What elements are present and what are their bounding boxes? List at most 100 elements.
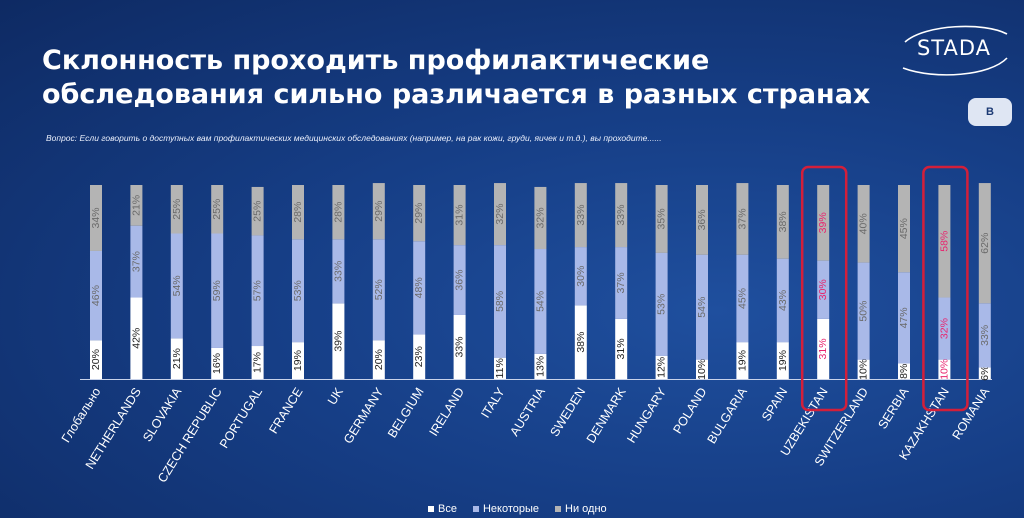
legend-swatch-some <box>472 506 479 512</box>
data-label-austria-some: 54% <box>534 291 546 312</box>
bar-глобально-none <box>90 185 102 251</box>
data-label-sweden-all: 38% <box>575 332 587 353</box>
bar-italy-some <box>494 245 506 358</box>
stada-logo-text: STADA <box>916 36 992 60</box>
legend-label-some: Некоторые <box>482 503 540 515</box>
data-label-ireland-none: 31% <box>454 205 466 226</box>
bar-switzerland-some <box>857 262 870 360</box>
data-label-belgium-some: 48% <box>413 277 425 298</box>
data-label-kazakhstan-some: 32% <box>938 318 950 339</box>
bar-slovakia-none <box>170 185 183 234</box>
data-label-hungary-some: 53% <box>656 294 668 315</box>
tick-label-france: FRANCE <box>266 385 305 436</box>
page-title: Склонность проходить профилактические об… <box>42 44 902 112</box>
legend-item-none: Ни одно <box>555 503 607 515</box>
bar-belgium-none <box>413 185 426 242</box>
tick-label-spain: SPAIN <box>759 385 790 423</box>
tick-label-belgium: BELGIUM <box>385 385 427 440</box>
bar-germany-all <box>372 340 385 379</box>
data-label-italy-some: 58% <box>494 291 506 312</box>
data-label-belgium-all: 23% <box>413 346 425 367</box>
data-label-switzerland-some: 50% <box>858 301 870 322</box>
tick-label-глобально: Глобально <box>59 385 104 445</box>
legend-label-none: Ни одно <box>565 503 607 515</box>
bar-czech-republic-all <box>211 347 224 379</box>
data-label-germany-all: 20% <box>373 349 385 370</box>
data-label-poland-none: 36% <box>696 209 708 230</box>
bar-italy-all <box>494 357 506 379</box>
data-label-slovakia-none: 25% <box>171 199 183 220</box>
highlight-box-uzbekistan <box>800 165 848 412</box>
bar-hungary-all <box>655 355 668 379</box>
data-label-poland-some: 54% <box>696 297 708 318</box>
tick-label-bulgaria: BULGARIA <box>705 385 751 447</box>
bar-austria-all <box>534 353 547 379</box>
bar-slovakia-some <box>170 233 183 339</box>
legend-swatch-none <box>555 506 562 512</box>
bar-denmark-some <box>615 247 628 319</box>
bar-netherlands-some <box>130 225 143 298</box>
data-label-bulgaria-some: 45% <box>736 288 748 309</box>
bar-poland-none <box>696 185 708 255</box>
data-label-spain-some: 43% <box>777 290 789 311</box>
bar-italy-none <box>494 183 506 246</box>
bar-serbia-some <box>898 272 910 364</box>
data-label-глобально-some: 46% <box>90 285 102 306</box>
bar-hungary-some <box>655 252 668 356</box>
bar-uzbekistan-all <box>817 318 830 379</box>
survey-question: Вопрос: Если говорить о доступных вам пр… <box>46 133 662 143</box>
tick-label-germany: GERMANY <box>341 385 387 447</box>
bar-switzerland-all <box>857 359 870 379</box>
bar-portugal-some <box>251 235 264 347</box>
tick-label-austria: AUSTRIA <box>507 385 548 439</box>
bar-belgium-all <box>413 334 426 379</box>
data-label-portugal-none: 25% <box>252 201 264 222</box>
data-label-italy-none: 32% <box>494 204 506 225</box>
tick-label-denmark: DENMARK <box>584 385 629 446</box>
data-label-serbia-all: 8% <box>898 364 910 379</box>
bar-kazakhstan-all <box>938 359 951 379</box>
data-label-bulgaria-none: 37% <box>736 208 748 229</box>
data-label-france-all: 19% <box>292 350 304 371</box>
bar-uk-some <box>332 239 345 304</box>
data-label-italy-all: 11% <box>494 358 506 378</box>
data-label-spain-none: 38% <box>777 211 789 232</box>
data-label-uzbekistan-none: 39% <box>817 212 829 233</box>
bar-sweden-some <box>574 247 587 306</box>
bar-netherlands-none <box>130 185 143 226</box>
data-label-czech-republic-all: 16% <box>211 353 223 374</box>
bar-germany-some <box>372 239 385 341</box>
bar-uzbekistan-some <box>817 260 830 319</box>
bar-czech-republic-none <box>211 185 224 234</box>
data-label-denmark-none: 33% <box>615 205 627 226</box>
bar-uzbekistan-none <box>817 185 830 261</box>
bar-france-some <box>292 239 304 343</box>
bar-bulgaria-all <box>736 342 749 379</box>
data-label-romania-all: 6% <box>979 366 991 381</box>
bar-serbia-all <box>898 363 910 379</box>
bar-france-all <box>292 342 304 379</box>
bar-portugal-none <box>251 186 264 236</box>
data-label-romania-some: 33% <box>979 325 991 346</box>
bar-poland-all <box>696 359 708 379</box>
bar-romania-none <box>978 183 991 304</box>
data-label-uk-none: 28% <box>332 202 344 223</box>
chart-legend: Все Некоторые Ни одно <box>428 503 607 515</box>
data-label-austria-all: 13% <box>534 356 546 377</box>
tick-label-ireland: IRELAND <box>427 385 468 438</box>
b-badge[interactable]: B <box>968 98 1012 126</box>
bar-ireland-all <box>453 314 466 379</box>
legend-swatch-all <box>428 506 434 512</box>
data-label-глобально-none: 34% <box>90 207 102 228</box>
data-label-france-some: 53% <box>292 280 304 301</box>
tick-label-hungary: HUNGARY <box>624 385 669 446</box>
data-label-bulgaria-all: 19% <box>736 350 748 371</box>
data-label-slovakia-all: 21% <box>171 348 183 369</box>
data-label-netherlands-some: 37% <box>130 251 142 272</box>
data-label-france-none: 28% <box>292 202 304 223</box>
data-label-denmark-some: 37% <box>615 272 627 293</box>
bar-bulgaria-none <box>736 183 749 255</box>
data-label-sweden-some: 30% <box>575 266 587 287</box>
bar-switzerland-none <box>857 185 870 263</box>
